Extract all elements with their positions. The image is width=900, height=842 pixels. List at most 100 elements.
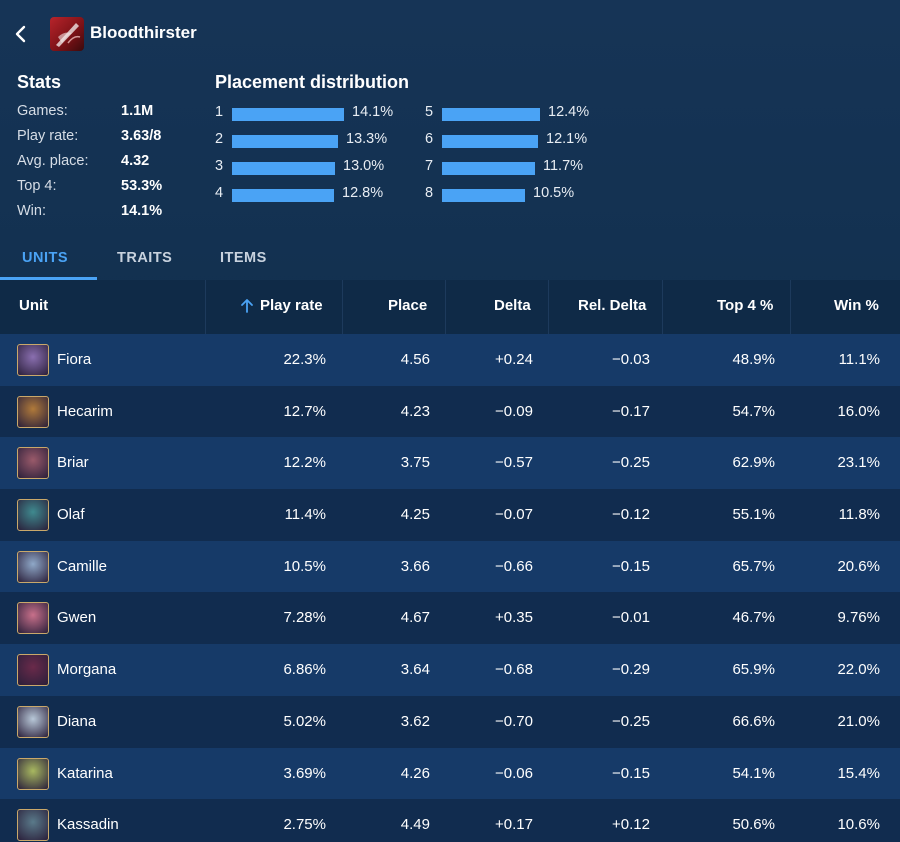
- cell-rel-delta: −0.15: [612, 557, 650, 575]
- placement-percent: 12.1%: [546, 131, 588, 147]
- cell-play-rate: 2.75%: [283, 816, 326, 834]
- placement-percent: 10.5%: [533, 185, 575, 201]
- cell-place: 3.62: [400, 712, 430, 730]
- table-row[interactable]: Briar 12.2% 3.75 −0.57 −0.25 62.9% 23.1%: [0, 437, 900, 490]
- unit-name: Fiora: [57, 351, 92, 368]
- cell-place: 4.23: [400, 402, 430, 420]
- cell-play-rate: 12.2%: [283, 454, 326, 472]
- cell-win: 9.76%: [837, 609, 880, 627]
- placement-bar: [442, 162, 535, 175]
- tab-units[interactable]: UNITS: [22, 250, 68, 266]
- unit-name: Gwen: [57, 609, 97, 627]
- cell-top4: 66.6%: [732, 712, 775, 730]
- cell-delta: +0.24: [495, 351, 533, 368]
- cell-win: 10.6%: [837, 816, 880, 834]
- cell-top4: 55.1%: [732, 506, 775, 524]
- stat-row: Play rate: 3.63/8: [17, 128, 207, 148]
- column-header-delta[interactable]: Delta: [494, 297, 531, 314]
- unit-name: Kassadin: [57, 816, 119, 834]
- cell-top4: 48.9%: [732, 351, 775, 368]
- bloodthirster-item-icon: [50, 17, 84, 51]
- table-row[interactable]: Camille 10.5% 3.66 −0.66 −0.15 65.7% 20.6%: [0, 540, 900, 593]
- cell-top4: 54.1%: [732, 764, 775, 782]
- placement-bar: [442, 189, 525, 202]
- cell-rel-delta: −0.12: [612, 506, 650, 524]
- placement-bar: [442, 135, 538, 148]
- table-row[interactable]: Fiora 22.3% 4.56 +0.24 −0.03 48.9% 11.1%: [0, 334, 900, 386]
- cell-delta: −0.68: [495, 661, 533, 679]
- cell-rel-delta: −0.29: [612, 661, 650, 679]
- unit-name: Morgana: [57, 661, 117, 679]
- placement-bar: [232, 162, 335, 175]
- placement-distribution-heading: Placement distribution: [215, 72, 410, 92]
- cell-delta: −0.57: [495, 454, 533, 472]
- cell-play-rate: 3.69%: [283, 764, 326, 782]
- column-header-place[interactable]: Place: [388, 297, 428, 314]
- placement-number: 3: [215, 158, 224, 174]
- cell-win: 15.4%: [837, 764, 880, 782]
- chevron-left-icon[interactable]: [12, 22, 30, 46]
- table-row[interactable]: Morgana 6.86% 3.64 −0.68 −0.29 65.9% 22.0%: [0, 644, 900, 696]
- cell-place: 4.25: [400, 506, 430, 524]
- stat-row: Top 4: 53.3%: [17, 178, 207, 198]
- column-header-unit[interactable]: Unit: [19, 297, 49, 314]
- placement-number: 8: [425, 185, 434, 201]
- unit-avatar: [17, 499, 49, 532]
- cell-play-rate: 11.4%: [284, 506, 326, 524]
- cell-top4: 46.7%: [732, 609, 775, 627]
- unit-name: Diana: [57, 712, 97, 730]
- cell-win: 20.6%: [837, 557, 880, 575]
- unit-avatar: [17, 447, 49, 480]
- tab-items[interactable]: ITEMS: [220, 250, 267, 266]
- table-row[interactable]: Katarina 3.69% 4.26 −0.06 −0.15 54.1% 15.4%: [0, 747, 900, 800]
- stat-value: 14.1%: [121, 203, 163, 219]
- column-header-rel-delta[interactable]: Rel. Delta: [578, 297, 647, 314]
- table-row[interactable]: Diana 5.02% 3.62 −0.70 −0.25 66.6% 21.0%: [0, 695, 900, 748]
- placement-percent: 13.0%: [343, 158, 385, 174]
- cell-place: 4.67: [400, 609, 430, 627]
- placement-bar: [442, 108, 540, 121]
- placement-bar: [232, 135, 338, 148]
- stat-row: Games: 1.1M: [17, 103, 207, 123]
- stat-value: 3.63/8: [121, 128, 162, 144]
- column-divider: [445, 280, 446, 334]
- placement-percent: 14.1%: [352, 104, 394, 120]
- placement-number: 4: [215, 185, 224, 201]
- stat-label: Play rate:: [17, 128, 79, 144]
- column-header-top4[interactable]: Top 4 %: [717, 297, 774, 314]
- units-table: Unit Play rate Place Delta Rel. Delta To…: [0, 280, 900, 842]
- cell-place: 3.66: [400, 557, 430, 575]
- unit-avatar: [17, 757, 49, 790]
- table-body: Fiora 22.3% 4.56 +0.24 −0.03 48.9% 11.1% Hecari…: [0, 334, 900, 842]
- cell-play-rate: 22.3%: [283, 351, 326, 368]
- unit-name: Hecarim: [57, 402, 113, 420]
- cell-win: 21.0%: [837, 712, 880, 730]
- unit-avatar: [17, 344, 49, 376]
- cell-top4: 62.9%: [732, 454, 775, 472]
- tab-traits[interactable]: TRAITS: [117, 250, 173, 266]
- cell-play-rate: 12.7%: [283, 402, 326, 420]
- cell-delta: −0.70: [495, 712, 533, 730]
- cell-top4: 50.6%: [732, 816, 775, 834]
- stat-value: 53.3%: [121, 178, 163, 194]
- stat-label: Games:: [17, 103, 68, 119]
- cell-win: 11.1%: [838, 351, 880, 368]
- cell-play-rate: 7.28%: [283, 609, 326, 627]
- placement-number: 5: [425, 104, 434, 120]
- item-header: Bloodthirster: [0, 0, 900, 70]
- table-row[interactable]: Hecarim 12.7% 4.23 −0.09 −0.17 54.7% 16.0%: [0, 385, 900, 438]
- cell-rel-delta: −0.03: [612, 351, 650, 368]
- placement-bar: [232, 189, 334, 202]
- placement-number: 6: [425, 131, 434, 147]
- column-header-win[interactable]: Win %: [834, 297, 879, 314]
- column-header-play-rate[interactable]: Play rate: [260, 297, 323, 314]
- stat-row: Avg. place: 4.32: [17, 153, 207, 173]
- cell-top4: 65.9%: [732, 661, 775, 679]
- cell-top4: 65.7%: [732, 557, 775, 575]
- table-row[interactable]: Olaf 11.4% 4.25 −0.07 −0.12 55.1% 11.8%: [0, 489, 900, 541]
- table-row[interactable]: Kassadin 2.75% 4.49 +0.17 +0.12 50.6% 10.6%: [0, 799, 900, 842]
- unit-avatar: [17, 809, 49, 842]
- table-row[interactable]: Gwen 7.28% 4.67 +0.35 −0.01 46.7% 9.76%: [0, 592, 900, 645]
- unit-avatar: [17, 654, 49, 687]
- cell-top4: 54.7%: [732, 402, 775, 420]
